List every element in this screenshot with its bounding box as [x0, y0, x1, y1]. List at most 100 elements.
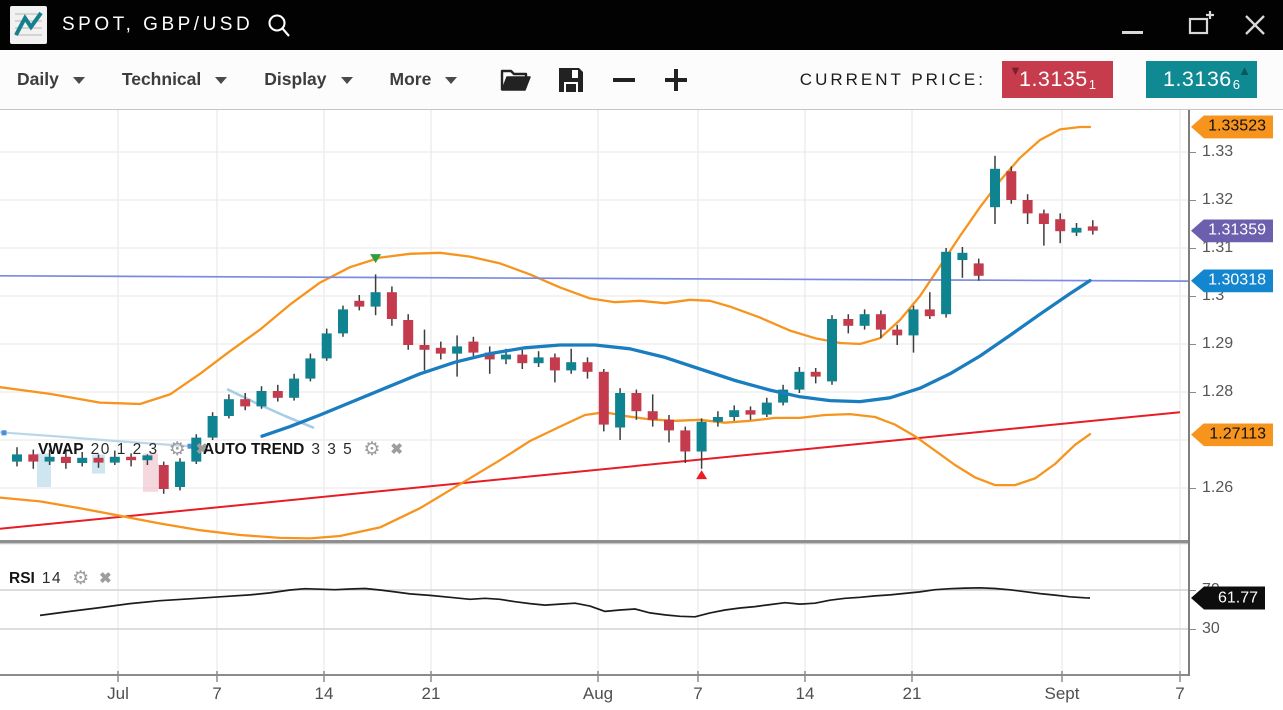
popout-icon[interactable] — [1187, 11, 1217, 39]
titlebar: SPOT, GBP/USD — [0, 0, 1283, 50]
arrow-down-icon: ▼ — [1009, 63, 1022, 78]
candle — [990, 168, 1000, 208]
candle — [957, 252, 968, 260]
candle — [615, 393, 626, 428]
price-chart-canvas[interactable] — [0, 110, 1190, 710]
close-icon[interactable] — [1243, 13, 1267, 37]
candle — [435, 347, 446, 354]
candle — [1071, 227, 1082, 233]
candle — [941, 251, 952, 315]
candle — [305, 358, 316, 379]
candle — [517, 354, 528, 364]
bollinger-bands — [0, 125, 1092, 540]
search-icon[interactable] — [266, 12, 292, 40]
time-tick-label: Jul — [107, 684, 129, 703]
auto-trend-line[interactable] — [0, 411, 1181, 530]
time-tick-label: 7 — [212, 684, 222, 703]
sell-price-pip: 1 — [1088, 77, 1096, 92]
candle — [924, 309, 935, 317]
candle — [501, 354, 511, 360]
candle — [892, 329, 903, 336]
gridlines — [0, 110, 1188, 675]
rsi-pane — [39, 586, 1091, 618]
candle — [778, 389, 789, 403]
technical-dropdown[interactable]: Technical — [122, 69, 228, 90]
candle — [191, 437, 202, 462]
price-tick-label: 1.26 — [1202, 479, 1234, 496]
zoom-in-icon[interactable] — [663, 67, 689, 93]
sell-price-value: 1.3135 — [1019, 67, 1088, 91]
time-tick-label: 21 — [902, 684, 922, 703]
gear-icon[interactable]: ⚙ — [168, 439, 186, 460]
time-tick-label: Sept — [1044, 684, 1080, 703]
buy-price-button[interactable]: 1.3136 6 ▲ — [1146, 61, 1257, 98]
candle — [908, 309, 919, 336]
axis-frame — [0, 110, 1190, 682]
timeframe-dropdown[interactable]: Daily — [17, 69, 85, 90]
rsi-indicator-params: 14 — [41, 569, 63, 587]
candle — [745, 410, 756, 415]
candle — [1022, 200, 1033, 214]
axis-tick — [1190, 590, 1196, 591]
candle — [44, 456, 55, 462]
more-dropdown-label: More — [389, 69, 432, 89]
close-icon[interactable]: ✖ — [99, 570, 112, 587]
candle — [386, 292, 397, 319]
price-tick-label: 1.32 — [1202, 191, 1234, 208]
candle — [77, 457, 88, 463]
zoom-out-icon[interactable] — [611, 67, 637, 93]
sell-price-button[interactable]: ▼ 1.3135 1 — [1002, 61, 1113, 98]
candle — [142, 455, 153, 461]
candle — [533, 357, 544, 364]
price-tick-label: 1.33 — [1202, 143, 1234, 160]
candle — [859, 314, 870, 326]
candle — [566, 362, 577, 371]
axis-tick — [1190, 344, 1196, 345]
candle — [126, 456, 137, 461]
open-folder-icon[interactable] — [500, 67, 532, 93]
chart-thumbnail-icon — [10, 6, 47, 44]
candle — [1006, 171, 1017, 200]
candle — [712, 417, 723, 422]
price-badge: 1.27113 — [1191, 423, 1273, 447]
candle — [875, 314, 886, 330]
time-tick-label: 21 — [421, 684, 441, 703]
candle — [12, 454, 22, 462]
save-icon[interactable] — [557, 66, 585, 94]
candles-layer[interactable] — [12, 155, 1098, 494]
candle — [631, 393, 642, 412]
close-icon[interactable]: ✖ — [195, 441, 209, 458]
rsi-indicator-row: RSI 14 ⚙ ✖ — [9, 569, 112, 588]
window-controls — [1122, 11, 1271, 39]
time-tick-label: 14 — [795, 684, 815, 703]
candle — [647, 411, 658, 420]
pane-divider[interactable] — [0, 540, 1190, 545]
axis-tick — [1190, 392, 1196, 393]
more-dropdown[interactable]: More — [390, 69, 458, 90]
candle — [60, 456, 71, 463]
candle — [973, 263, 984, 276]
candle — [207, 416, 218, 438]
gear-icon[interactable]: ⚙ — [72, 568, 90, 589]
auto-trend-indicator-name: AUTO TREND — [203, 440, 305, 458]
auto-trend-indicator-params: 3 3 5 — [311, 440, 354, 458]
rsi-indicator-name: RSI — [9, 569, 35, 587]
candle — [696, 421, 707, 452]
candle — [403, 320, 414, 345]
price-badge: 1.30318 — [1191, 269, 1273, 293]
candle — [256, 391, 267, 407]
close-icon[interactable]: ✖ — [390, 441, 403, 458]
gear-icon[interactable]: ⚙ — [363, 439, 381, 460]
display-dropdown[interactable]: Display — [264, 69, 353, 90]
price-axis[interactable]: 1.331.321.311.31.291.281.2670301.335231.… — [1190, 110, 1283, 710]
horizontal-price-level[interactable] — [0, 274, 1189, 282]
current-price-group: CURRENT PRICE: ▼ 1.3135 1 1.3136 6 ▲ — [800, 61, 1257, 98]
axis-tick — [1190, 152, 1196, 153]
time-tick-label: Aug — [582, 684, 614, 703]
sma-line[interactable] — [260, 278, 1092, 438]
chart-area: VWAP 20 1 2 3 ⚙ ✖ AUTO TREND 3 3 5 ⚙ ✖ R… — [0, 110, 1283, 710]
candle — [794, 371, 805, 390]
toolbar: Daily Technical Display More — [0, 50, 1283, 110]
minimize-icon[interactable] — [1122, 30, 1143, 34]
candle — [419, 345, 430, 350]
